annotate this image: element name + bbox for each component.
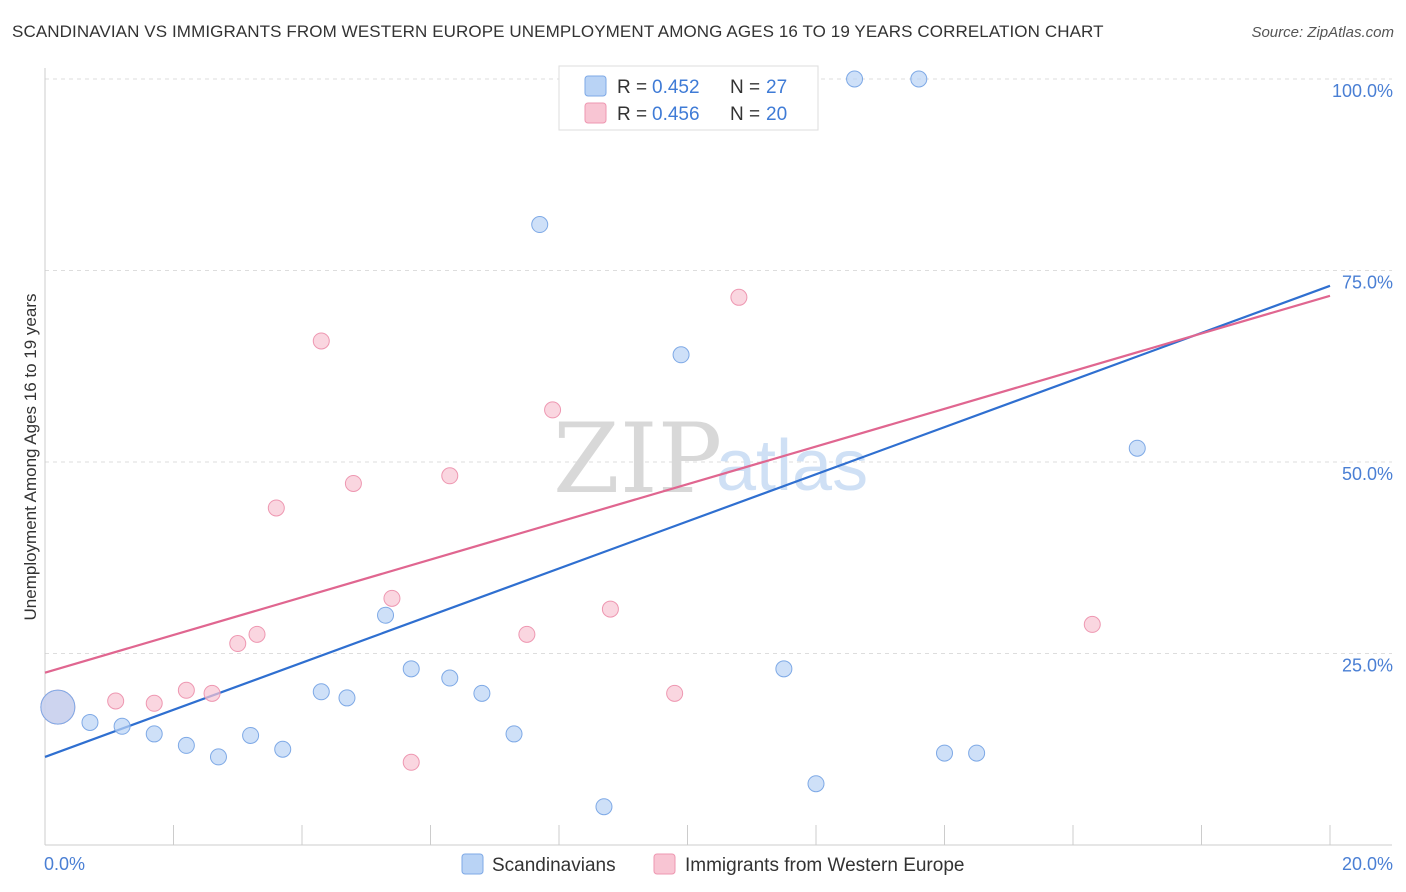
scandinavians-point [312, 683, 330, 701]
scandinavians-point [274, 740, 292, 758]
immigrants-point [344, 474, 362, 492]
immigrants-point [312, 332, 330, 350]
immigrants-point [229, 635, 247, 653]
y-tick-label: 50.0% [1342, 464, 1393, 484]
watermark: ZIP atlas [553, 403, 868, 515]
scandinavians-point [209, 748, 227, 766]
series-legend-label: Immigrants from Western Europe [685, 855, 964, 876]
legend-n-value: 27 [766, 77, 787, 98]
scandinavians-point [807, 775, 825, 793]
gridlines [45, 78, 1392, 654]
x-tick-labels: 0.0% 20.0% [44, 854, 1393, 874]
source-note: Source: ZipAtlas.com [1251, 24, 1394, 41]
immigrants-point [267, 499, 285, 517]
legend-swatch-scandinavians [584, 75, 607, 97]
chart-title: SCANDINAVIAN VS IMMIGRANTS FROM WESTERN … [12, 22, 1104, 41]
series-legend-swatch-scandinavians [461, 853, 484, 875]
scandinavians-point [672, 346, 690, 364]
scandinavians-point [242, 726, 260, 744]
immigrants-point [441, 467, 459, 485]
y-tick-label: 100.0% [1332, 81, 1393, 101]
y-axis-title: Unemployment Among Ages 16 to 19 years [21, 294, 40, 621]
immigrants-point [107, 692, 125, 710]
immigrants-point [518, 625, 536, 643]
scandinavians-point [377, 606, 395, 624]
legend-r-label: R = [617, 104, 647, 125]
y-tick-labels: 25.0% 50.0% 75.0% 100.0% [1332, 81, 1393, 676]
immigrants-point [248, 625, 266, 643]
immigrants-point [177, 681, 195, 699]
scandinavians-point [113, 717, 131, 735]
y-tick-label: 25.0% [1342, 656, 1393, 676]
scandinavians-point [145, 725, 163, 743]
immigrants-point [601, 600, 619, 618]
series-legend-label: Scandinavians [492, 855, 616, 876]
legend-n-label: N = [730, 77, 760, 98]
scandinavians-point [338, 689, 356, 707]
legend-r-value: 0.452 [652, 77, 700, 98]
immigrants-point [145, 694, 163, 712]
scandinavians-trend-line [44, 284, 1331, 758]
immigrants-point [203, 684, 221, 702]
legend-swatch-immigrants [584, 102, 607, 124]
scandinavians-point [531, 216, 549, 234]
trend-lines [44, 284, 1331, 758]
scandinavians-point [81, 713, 99, 731]
scandinavians-point [40, 689, 76, 725]
legend-n-value: 20 [766, 104, 787, 125]
immigrants-point [666, 684, 684, 702]
x-tick-label: 20.0% [1342, 854, 1393, 874]
scandinavians-point [846, 70, 864, 88]
scandinavians-point [505, 725, 523, 743]
scandinavians-point [441, 669, 459, 687]
immigrants-trend-line [44, 294, 1331, 674]
axes [44, 68, 1392, 846]
immigrants-point [544, 401, 562, 419]
scandinavians-point [936, 744, 953, 762]
series-legend: Scandinavians Immigrants from Western Eu… [461, 853, 964, 876]
watermark-zip: ZIP [553, 403, 722, 515]
y-tick-label: 75.0% [1342, 273, 1393, 293]
scandinavians-point [968, 744, 986, 762]
correlation-legend: R = 0.452 N = 27 R = 0.456 N = 20 [558, 65, 819, 131]
scandinavians-point [402, 660, 420, 678]
legend-n-label: N = [730, 104, 760, 125]
scandinavians-point [910, 70, 928, 88]
scandinavians-point [473, 684, 491, 702]
immigrants-point [730, 288, 748, 306]
scandinavians-point [595, 798, 613, 816]
immigrants-point [402, 753, 420, 771]
immigrants-point [383, 589, 401, 607]
legend-r-label: R = [617, 77, 647, 98]
scandinavians-point [1128, 439, 1146, 457]
scandinavians-point [177, 736, 195, 754]
scandinavians-point [775, 660, 793, 678]
legend-r-value: 0.456 [652, 104, 700, 125]
series-legend-swatch-immigrants [653, 853, 676, 875]
x-tick-label: 0.0% [44, 854, 85, 874]
immigrants-point [1083, 615, 1101, 633]
